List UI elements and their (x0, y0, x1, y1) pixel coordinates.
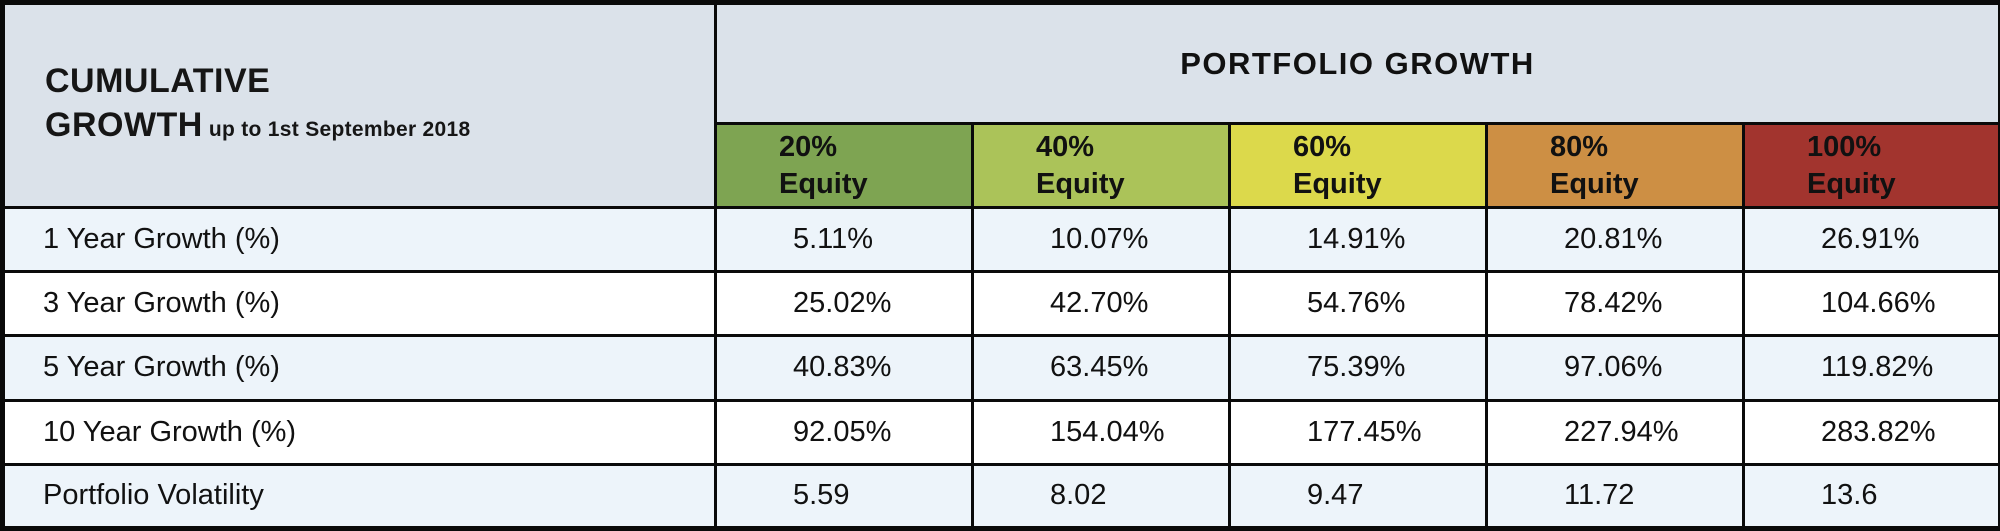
column-label: Equity (779, 167, 868, 200)
table-row-3-year: 3 Year Growth (%) 25.02% 42.70% 54.76% 7… (1, 270, 2000, 338)
column-header-40-equity: 40% Equity (971, 122, 1231, 209)
cell-value: 40.83% (714, 334, 974, 402)
row-label: 10 Year Growth (%) (1, 398, 717, 466)
header-row-equity: 20% Equity 40% Equity 60% Equity 80% Equ… (3, 122, 2000, 209)
portfolio-growth-header: PORTFOLIO GROWTH (713, 0, 2000, 126)
cell-value: 5.11% (714, 205, 974, 274)
header-row-group: CUMULATIVE GROWTH up to 1st September 201… (1, 0, 2000, 209)
table-row-5-year: 5 Year Growth (%) 40.83% 63.45% 75.39% 9… (1, 334, 2000, 402)
row-label: Portfolio Volatility (1, 462, 717, 531)
cell-value: 97.06% (1485, 334, 1745, 402)
column-pct: 40% (1036, 130, 1095, 163)
row-label: 5 Year Growth (%) (1, 334, 717, 402)
cell-value: 75.39% (1228, 334, 1488, 402)
cell-value: 177.45% (1228, 398, 1488, 466)
cell-value: 42.70% (971, 270, 1231, 338)
column-label: Equity (1036, 167, 1125, 200)
cell-value: 154.04% (971, 398, 1231, 466)
cell-value: 104.66% (1741, 270, 2000, 338)
cell-value: 11.72 (1485, 462, 1745, 531)
cell-value: 63.45% (971, 334, 1231, 402)
table-row-1-year: 1 Year Growth (%) 5.11% 10.07% 14.91% 20… (1, 205, 2000, 274)
corner-cell: CUMULATIVE GROWTH up to 1st September 201… (1, 1, 717, 209)
title-line2: GROWTH (45, 106, 203, 144)
column-label: Equity (1807, 167, 1896, 200)
cell-value: 10.07% (971, 205, 1231, 274)
column-pct: 20% (779, 130, 838, 163)
column-header-20-equity: 20% Equity (714, 122, 974, 209)
cell-value: 25.02% (714, 270, 974, 338)
column-pct: 80% (1550, 130, 1609, 163)
cell-value: 227.94% (1485, 398, 1745, 466)
title-subtitle: up to 1st September 2018 (208, 118, 471, 141)
cell-value: 119.82% (1741, 334, 2000, 402)
cell-value: 8.02 (971, 462, 1231, 531)
cell-value: 26.91% (1741, 205, 2000, 274)
column-header-60-equity: 60% Equity (1228, 122, 1488, 209)
cell-value: 5.59 (714, 462, 974, 531)
table-row-volatility: Portfolio Volatility 5.59 8.02 9.47 11.7… (1, 462, 2000, 531)
column-header-80-equity: 80% Equity (1485, 122, 1745, 209)
table-title: CUMULATIVE GROWTH up to 1st September 201… (45, 59, 713, 152)
title-line1: CUMULATIVE (45, 62, 271, 100)
column-header-100-equity: 100% Equity (1741, 122, 2000, 209)
cell-value: 92.05% (714, 398, 974, 466)
row-label: 1 Year Growth (%) (1, 205, 717, 274)
cell-value: 54.76% (1228, 270, 1488, 338)
column-pct: 60% (1293, 130, 1352, 163)
table-row-10-year: 10 Year Growth (%) 92.05% 154.04% 177.45… (1, 398, 2000, 466)
column-label: Equity (1293, 167, 1382, 200)
cell-value: 9.47 (1228, 462, 1488, 531)
cell-value: 78.42% (1485, 270, 1745, 338)
cell-value: 20.81% (1485, 205, 1745, 274)
cell-value: 13.6 (1741, 462, 2000, 531)
cell-value: 14.91% (1228, 205, 1488, 274)
column-label: Equity (1550, 167, 1639, 200)
row-label: 3 Year Growth (%) (1, 270, 717, 338)
column-pct: 100% (1807, 130, 1882, 163)
cell-value: 283.82% (1741, 398, 2000, 466)
